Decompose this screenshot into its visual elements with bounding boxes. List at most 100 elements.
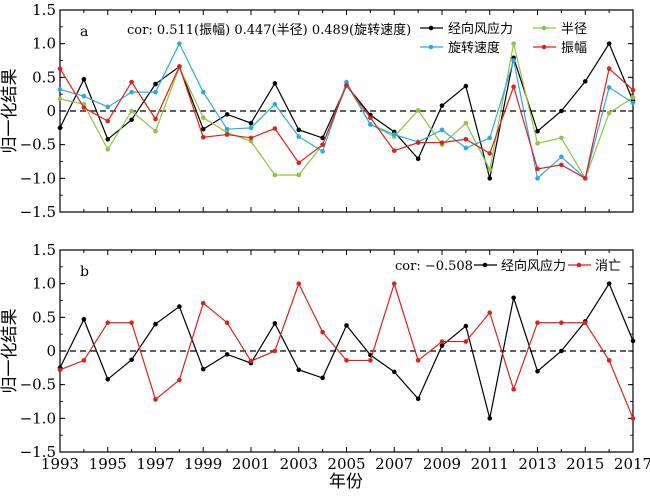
panel-b-y-ticks: −1.5 −1.0 −0.5 0 0.5 1.0 1.5 bbox=[20, 241, 633, 461]
panel-b-series-1-point bbox=[487, 310, 493, 315]
panel-a-series-3-point bbox=[272, 126, 278, 131]
panel-a-series-2-point bbox=[248, 125, 254, 131]
panel-b-series-1-point bbox=[439, 339, 445, 344]
panel-a-series-3-point bbox=[368, 115, 373, 121]
panel-b-series-0-point bbox=[439, 343, 445, 348]
panel-b-x-tick-label: 1995 bbox=[89, 455, 127, 473]
panel-b-series-0-point bbox=[320, 375, 325, 381]
panel-b-y-axis-title: 归一化结果 bbox=[0, 309, 20, 394]
panel-a-series-3-point bbox=[439, 140, 445, 145]
panel-a-series-0-point bbox=[105, 136, 111, 142]
panel-a-y-tick-label: 0.5 bbox=[32, 68, 56, 86]
panel-a-series-1-point bbox=[296, 172, 302, 178]
panel-b-series-1-point bbox=[272, 348, 278, 354]
panel-b-y-tick-label: 0 bbox=[46, 342, 56, 360]
panel-b-x-tick-label: 2003 bbox=[280, 455, 318, 473]
panel-b-series-0-point bbox=[344, 323, 349, 328]
panel-a-series-3-point bbox=[511, 84, 516, 90]
panel-a-series-0-point bbox=[439, 103, 445, 108]
panel-a-series-2-point bbox=[559, 154, 564, 160]
panel-a-series-0-point bbox=[153, 81, 158, 87]
panel-b-series-1-point bbox=[296, 281, 302, 286]
panel-b-series-1-point bbox=[630, 416, 636, 421]
panel-a-series-3-point bbox=[57, 66, 63, 71]
panel-a-series-3-point bbox=[320, 142, 325, 147]
panel-a-series-2-point bbox=[320, 149, 325, 154]
panel-b-series-0-point bbox=[606, 281, 612, 286]
panel-b-series-0-point bbox=[177, 304, 182, 309]
panel-a-series-0-point bbox=[57, 125, 63, 131]
legend-a-label-3: 振幅 bbox=[561, 41, 587, 56]
panel-a-series-0-point bbox=[224, 112, 230, 117]
panel-a-series-2-point bbox=[535, 176, 540, 181]
panel-a-series-3-point bbox=[105, 118, 111, 124]
panel-a-series-3-point bbox=[296, 160, 302, 166]
panel-a-y-axis-title: 归一化结果 bbox=[0, 69, 20, 154]
panel-a-series-2-point bbox=[153, 89, 158, 95]
panel-a-series-0-point bbox=[559, 108, 564, 114]
panel-a-series-1-point bbox=[487, 167, 493, 172]
panel-a-series-0-point bbox=[129, 117, 134, 123]
panel-b-series-1-point bbox=[511, 387, 516, 392]
panel-a-series-3-point bbox=[463, 136, 469, 142]
legend-a-marker-1 bbox=[541, 25, 547, 31]
panel-a-series-2-point bbox=[57, 87, 63, 92]
panel-a-cor-annotation: cor: 0.511(振幅) 0.447(半径) 0.489(旋转速度) bbox=[127, 22, 411, 38]
panel-b-series-1-point bbox=[57, 367, 63, 373]
panel-b-series-0-point bbox=[535, 368, 540, 374]
panel-a-series-0-point bbox=[320, 135, 325, 141]
legend-a-label-0: 经向风应力 bbox=[448, 21, 513, 37]
panel-a-y-tick-label: −1.5 bbox=[20, 203, 56, 221]
panel-b-series-1-point bbox=[391, 281, 397, 286]
panel-a-series-0-point bbox=[200, 126, 206, 132]
panel-a-series-3-point bbox=[248, 135, 254, 141]
panel-a-series-2-point bbox=[368, 122, 373, 127]
panel-b-series-0-point bbox=[296, 367, 302, 373]
panel-a-series-1-point bbox=[248, 139, 254, 144]
panel-a-x-ticks bbox=[59, 10, 634, 212]
panel-b-series-0-point bbox=[415, 396, 421, 402]
panel-b-series-1-point bbox=[81, 358, 87, 363]
panel-b-series-1-point bbox=[368, 358, 373, 363]
panel-a-series-3-point bbox=[391, 148, 397, 154]
panel-b-x-tick-label: 2005 bbox=[327, 455, 365, 473]
panel-a-y-tick-label: 0 bbox=[46, 102, 56, 120]
panel-b-series-1-point bbox=[320, 329, 325, 335]
legend-b-marker-0 bbox=[482, 262, 488, 268]
panel-a-series-0-point bbox=[606, 41, 612, 46]
panel-a-series-0-point bbox=[81, 77, 87, 82]
panel-a-series bbox=[57, 41, 636, 181]
panel-b-x-tick-label: 2009 bbox=[423, 455, 461, 473]
legend-a-label-1: 半径 bbox=[561, 22, 587, 37]
panel-a-series-2-point bbox=[200, 89, 206, 95]
panel-b-series-0-point bbox=[105, 376, 111, 382]
panel-a-series-2-point bbox=[463, 145, 469, 151]
panel-b-x-tick-label: 2013 bbox=[518, 455, 556, 473]
panel-a-y-tick-label: 1.0 bbox=[32, 35, 56, 53]
panel-b-series-0-point bbox=[272, 321, 278, 326]
panel-a-series-1-point bbox=[272, 172, 278, 178]
panel-a-y-ticks: −1.5 −1.0 −0.5 0 0.5 1.0 1.5 bbox=[20, 1, 633, 221]
panel-b-series-0-point bbox=[224, 352, 230, 357]
panel-a-series-3-point bbox=[177, 64, 182, 69]
panel-a-series-3-point bbox=[415, 140, 421, 145]
panel-a-series-1-point bbox=[415, 108, 421, 113]
panel-b-x-tick-label: 2007 bbox=[375, 455, 413, 473]
panel-b-series-1-point bbox=[105, 320, 111, 326]
panel-a-series-1-point bbox=[200, 115, 206, 121]
panel-b-series-1-point bbox=[177, 377, 182, 383]
panel-b-x-tick-label: 2011 bbox=[471, 455, 509, 473]
panel-b-series-1-point bbox=[200, 300, 206, 306]
panel-a-series-3-point bbox=[200, 134, 206, 140]
panel-a-series-3-point bbox=[81, 105, 87, 110]
panel-b-x-tick-label: 2017 bbox=[614, 455, 650, 473]
panel-a-series-1-point bbox=[463, 120, 469, 126]
panel-b-series-1-point bbox=[559, 320, 564, 326]
panel-a-series-2-point bbox=[224, 126, 230, 132]
panel-a-series-1-point bbox=[129, 108, 134, 114]
panel-a-y-tick-label: 1.5 bbox=[32, 1, 56, 19]
panel-b-y-tick-label: −0.5 bbox=[20, 376, 56, 394]
panel-b-series-0-point bbox=[487, 416, 493, 421]
panel-a-series-2-point bbox=[487, 135, 493, 141]
